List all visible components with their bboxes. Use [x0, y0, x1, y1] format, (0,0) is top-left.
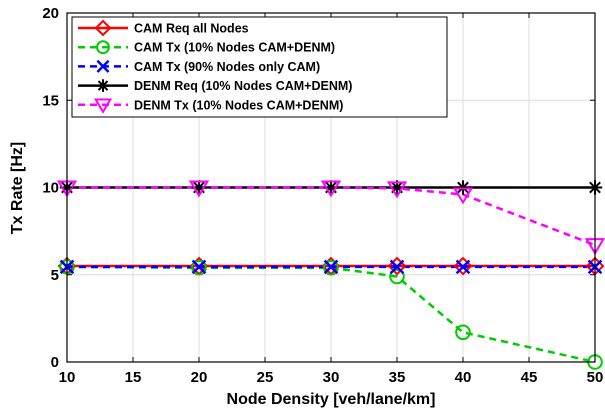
legend-label: CAM Tx (10% Nodes CAM+DENM)	[134, 41, 335, 55]
circle-marker	[96, 40, 110, 55]
triangle-down-marker	[93, 98, 113, 114]
y-tick-label: 15	[42, 92, 59, 109]
circle-marker	[389, 268, 405, 285]
x-marker-stroke	[455, 259, 471, 275]
legend-entry: DENM Tx (10% Nodes CAM+DENM)	[78, 98, 343, 114]
y-tick-label: 0	[51, 354, 59, 371]
x-marker-stroke	[389, 259, 405, 275]
x-tick-label: 40	[455, 369, 472, 386]
y-tick-label: 5	[51, 267, 59, 284]
x-marker	[389, 259, 405, 275]
x-marker-stroke	[323, 259, 339, 275]
x-tick-label: 30	[323, 369, 340, 386]
x-marker	[96, 59, 110, 73]
series-line	[67, 186, 596, 247]
y-axis-title: Tx Rate [Hz]	[9, 142, 26, 234]
diamond-marker	[94, 19, 112, 37]
x-tick-label: 20	[191, 369, 208, 386]
x-tick-label: 10	[59, 369, 76, 386]
circle-marker	[191, 259, 207, 276]
x-tick-label: 35	[389, 369, 406, 386]
x-marker	[191, 259, 207, 275]
y-tick-label: 20	[42, 5, 59, 22]
x-marker-stroke	[191, 259, 207, 275]
tick-labels: 10 15 20 25 30 35 40 45 50 0 5 10 15 20	[42, 5, 603, 386]
x-tick-label: 50	[587, 369, 604, 386]
legend-label: DENM Req (10% Nodes CAM+DENM)	[134, 79, 352, 93]
legend-label: DENM Tx (10% Nodes CAM+DENM)	[134, 98, 343, 112]
x-tick-label: 45	[521, 369, 538, 386]
x-axis-title: Node Density [veh/lane/km]	[227, 391, 436, 408]
triangle-down-marker	[386, 181, 408, 199]
y-tick-label: 10	[42, 180, 59, 197]
circle-marker	[323, 259, 339, 276]
legend-entry: CAM Req all Nodes	[78, 19, 249, 37]
diamond-marker	[387, 256, 407, 276]
asterisk-marker	[96, 79, 110, 92]
circle-marker	[455, 324, 471, 341]
legend-label: CAM Tx (90% Nodes only CAM)	[134, 60, 320, 74]
triangle-down-marker	[188, 180, 210, 198]
legend-entry: CAM Tx (10% Nodes CAM+DENM)	[78, 40, 335, 55]
x-marker-stroke	[96, 59, 110, 73]
legend-entry: CAM Tx (90% Nodes only CAM)	[78, 60, 320, 74]
diamond-marker	[453, 256, 473, 276]
triangle-down-marker	[452, 187, 474, 205]
legend-box	[71, 16, 448, 118]
legend: CAM Req all Nodes CAM Tx (10% Nodes CAM+D…	[71, 16, 448, 118]
x-marker	[455, 259, 471, 275]
series-lines	[66, 186, 596, 364]
triangle-down-marker	[320, 180, 342, 198]
legend-label: CAM Req all Nodes	[134, 22, 249, 36]
asterisk-marker-stroke	[97, 80, 109, 91]
x-marker	[323, 259, 339, 275]
legend-entry: DENM Req (10% Nodes CAM+DENM)	[78, 79, 352, 93]
x-tick-label: 15	[125, 369, 142, 386]
x-tick-label: 25	[257, 369, 274, 386]
